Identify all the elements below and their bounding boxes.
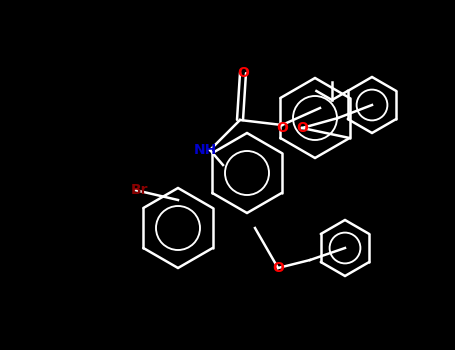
Text: O: O (276, 121, 288, 135)
Text: O: O (296, 121, 308, 135)
Text: NH: NH (193, 143, 217, 157)
Text: O: O (237, 66, 249, 80)
Text: O: O (272, 261, 284, 275)
Text: Br: Br (131, 183, 149, 197)
